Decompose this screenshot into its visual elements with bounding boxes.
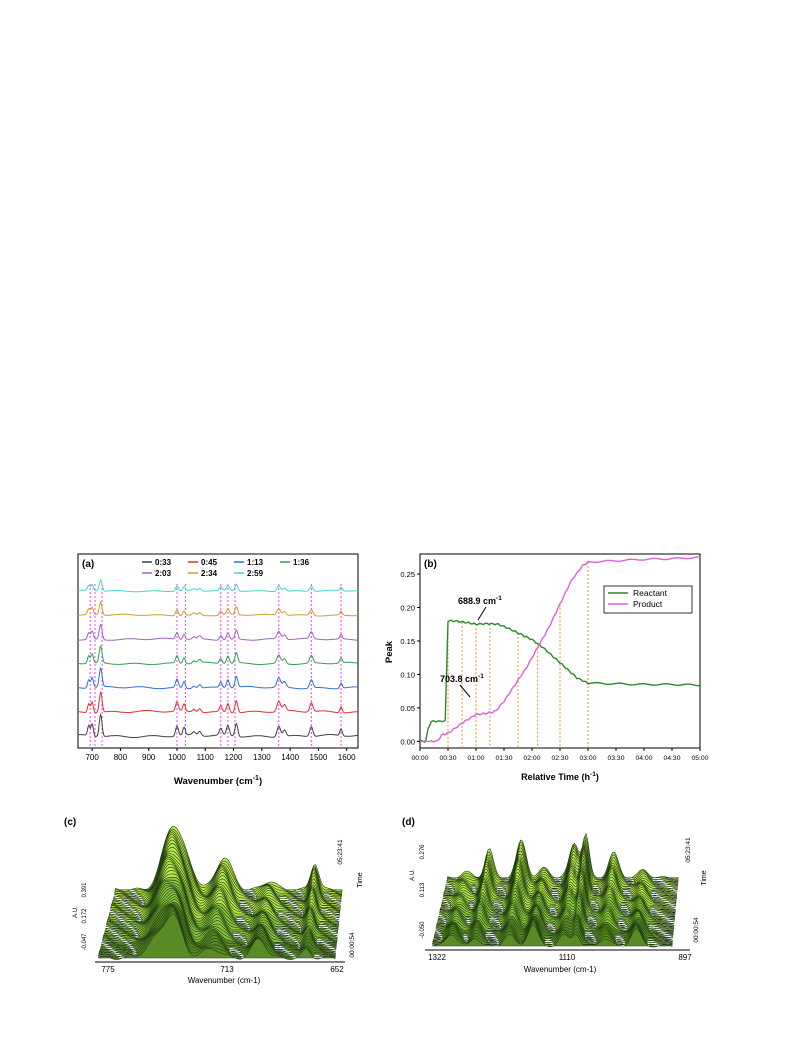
panel-a-xtick-1200: 1200 (225, 753, 243, 762)
panel-a-xtick-1100: 1100 (197, 753, 215, 762)
panel-b-xtick-10: 05:00 (691, 755, 708, 762)
panel-b-series-product (419, 555, 701, 743)
panel-b-xtick-9: 04:30 (663, 755, 680, 762)
panel-b-series-reactant (419, 619, 701, 743)
panel-b-xtick-0: 00:00 (411, 755, 428, 762)
panel-b-kinetics-chart: (b) 00:00 00:30 01:00 01:30 02:00 02:30 03:00 0… (384, 553, 709, 782)
panel-b-y-axis-label: Peak (384, 640, 395, 663)
panel-d-trace-0 (431, 924, 673, 948)
panel-a-xtick-1500: 1500 (310, 753, 328, 762)
annotation-688: 688.9 cm-1 (458, 595, 502, 606)
panel-a-xtick-1000: 1000 (168, 753, 186, 762)
panel-b-xtick-7: 03:30 (607, 755, 624, 762)
panel-a-series-2-03 (78, 623, 358, 641)
annotation-703-arrow (459, 684, 471, 698)
panel-d-xtick-1: 1110 (559, 953, 576, 962)
panel-d-trace-8 (434, 912, 674, 934)
panel-b-legend-box (603, 585, 693, 614)
panel-b-x-axis-label: Relative Time (h-1) (521, 771, 599, 782)
panel-b-xtick-3: 01:30 (495, 755, 512, 762)
panel-c-ytick-0: -0.047 (82, 933, 88, 951)
panel-c-y-axis-label: A.U. (73, 906, 79, 918)
panel-a-series-0-45 (77, 690, 359, 714)
panel-d-ytick-0: -0.050 (420, 921, 426, 939)
panel-d-time-label: Time (701, 870, 708, 885)
panel-b-ytick-0: 0.00 (400, 737, 415, 746)
panel-a-xtick-1600: 1600 (338, 753, 356, 762)
panel-d-xtick-0: 1322 (428, 953, 446, 962)
panel-a-series-2-34 (77, 600, 358, 617)
panel-b-legend-entry-1: Product (633, 599, 663, 609)
panel-c-ttick-0: 00:00:54 (349, 932, 356, 958)
panel-d-xtick-2: 897 (678, 953, 692, 962)
panel-b-xtick-4: 02:00 (523, 755, 540, 762)
panel-d-ytick-2: 0.276 (420, 844, 426, 860)
panel-d-waterfall-plot: (d) 1322 1110 897 Wavenumber (cm-1) A.U.… (402, 817, 708, 974)
panel-a-legend-entry-1: 0:45 (201, 558, 218, 567)
panel-b-ytick-3: 0.15 (400, 637, 415, 646)
panel-c-trace-0 (97, 913, 336, 960)
panel-d-x-axis-label: Wavenumber (cm-1) (524, 965, 597, 974)
panel-b-xtick-6: 03:00 (579, 755, 596, 762)
panel-d-surface (431, 832, 679, 948)
annotation-703: 703.8 cm-1 (440, 673, 484, 684)
panel-a-x-axis-label: Wavenumber (cm-1) (174, 775, 262, 787)
panel-c-time-label: Time (357, 872, 364, 887)
panel-b-ytick-5: 0.25 (400, 570, 415, 579)
panel-a-legend: 0:33 0:45 1:13 1:36 2:03 2:34 2:59 (142, 558, 310, 578)
panel-a-frame (77, 553, 359, 749)
panel-d-trace-9 (435, 910, 674, 932)
panel-c-x-axis-label: Wavenumber (cm-1) (188, 976, 261, 985)
panel-c-ytick-2: 0.391 (82, 882, 88, 898)
panel-a-legend-entry-3: 1:36 (293, 558, 310, 567)
panel-d-ytick-1: 0.113 (420, 882, 426, 897)
panel-a-series-0-33 (77, 713, 359, 738)
panel-d-ttick-0: 00:00:54 (693, 917, 700, 943)
panel-a-series-2-59 (78, 578, 359, 593)
panel-a-xtick-1300: 1300 (253, 753, 271, 762)
panel-a-label: (a) (82, 559, 94, 570)
panel-c-ytick-1: 0.172 (82, 908, 88, 924)
panel-b-ytick-4: 0.20 (400, 604, 415, 613)
panel-a-legend-entry-0: 0:33 (155, 558, 172, 567)
panel-c-xtick-1: 713 (220, 965, 234, 974)
panel-b-ytick-2: 0.10 (400, 670, 415, 679)
panel-c-xtick-0: 775 (101, 965, 115, 974)
panel-b-xtick-8: 04:00 (635, 755, 652, 762)
panel-c-xtick-2: 652 (330, 965, 344, 974)
panel-b-xtick-2: 01:00 (467, 755, 484, 762)
panel-a-xtick-800: 800 (114, 753, 128, 762)
panel-b-legend-entry-0: Reactant (633, 588, 668, 598)
panel-a-series-1-36 (77, 644, 359, 666)
panel-a-spectra-chart: (a) 0:33 0:45 1:13 1:36 2:03 2:34 2:59 700 800 9… (77, 553, 359, 787)
panel-b-xtick-1: 00:30 (439, 755, 456, 762)
panel-b-xtick-5: 02:30 (551, 755, 568, 762)
panel-c-waterfall-plot: (c) 775 713 652 Wavenumber (cm-1) A.U. -… (64, 817, 364, 985)
panel-c-label: (c) (64, 817, 76, 828)
panel-d-ttick-1: 05:23:41 (685, 837, 692, 863)
panel-c-surface (97, 826, 343, 960)
panel-a-xtick-900: 900 (142, 753, 156, 762)
panel-a-legend-entry-2: 1:13 (247, 558, 264, 567)
panel-c-ttick-1: 05:23:41 (337, 839, 344, 865)
panel-a-series-1-13 (78, 666, 358, 690)
panel-a-xtick-1400: 1400 (281, 753, 299, 762)
panel-b-label: (b) (424, 559, 437, 570)
panel-d-label: (d) (402, 817, 415, 828)
annotation-688-arrow (477, 606, 487, 621)
panel-d-trace-20 (439, 881, 676, 913)
panel-d-trace-10 (435, 908, 674, 930)
panel-d-y-axis-label: A.U. (410, 869, 416, 881)
panel-a-legend-entry-4: 2:03 (155, 569, 172, 578)
panel-b-ytick-1: 0.05 (400, 704, 415, 713)
panel-a-legend-entry-5: 2:34 (201, 569, 218, 578)
panel-a-xtick-700: 700 (85, 753, 99, 762)
panel-a-legend-entry-6: 2:59 (247, 569, 264, 578)
panel-d-trace-11 (436, 904, 675, 929)
